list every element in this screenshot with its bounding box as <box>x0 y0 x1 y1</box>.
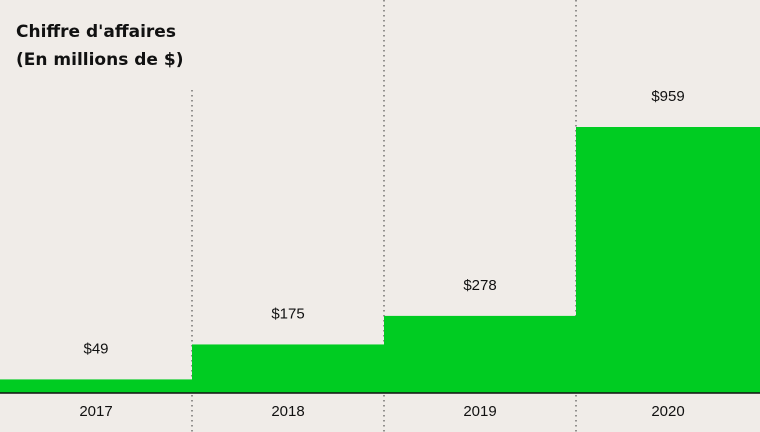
value-label: $175 <box>271 305 304 322</box>
x-tick-label: 2019 <box>463 403 496 420</box>
chart-subtitle: (En millions de $) <box>16 50 183 70</box>
bar <box>384 315 576 393</box>
x-tick-label: 2018 <box>271 403 304 420</box>
value-label: $49 <box>83 340 108 357</box>
bar <box>192 344 384 393</box>
bar <box>0 379 192 393</box>
x-tick-label: 2020 <box>651 403 684 420</box>
chart-title: Chiffre d'affaires <box>16 22 176 42</box>
value-label: $278 <box>463 277 496 294</box>
bar <box>576 127 760 393</box>
x-tick-label: 2017 <box>79 403 112 420</box>
value-label: $959 <box>651 88 684 105</box>
